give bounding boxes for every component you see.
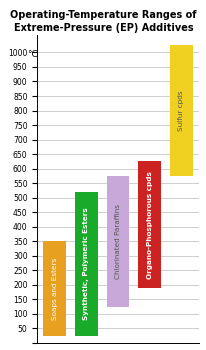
Text: Organo-Phosphorous cpds: Organo-Phosphorous cpds: [146, 171, 152, 279]
Text: Extreme-Pressure (EP) Additives: Extreme-Pressure (EP) Additives: [14, 23, 192, 33]
Text: Operating-Temperature Ranges of: Operating-Temperature Ranges of: [10, 10, 196, 21]
Bar: [106, 176, 129, 307]
Text: Sulfur cpds: Sulfur cpds: [177, 90, 183, 131]
Bar: [43, 241, 66, 336]
Text: Chlorinated Paraffins: Chlorinated Paraffins: [115, 204, 120, 279]
Bar: [169, 45, 192, 176]
Text: Soaps and Esters: Soaps and Esters: [52, 257, 57, 320]
Bar: [75, 192, 97, 336]
Text: Synthetic, Polymeric Esters: Synthetic, Polymeric Esters: [83, 208, 89, 320]
Bar: [138, 161, 160, 288]
Text: °C: °C: [27, 50, 38, 58]
